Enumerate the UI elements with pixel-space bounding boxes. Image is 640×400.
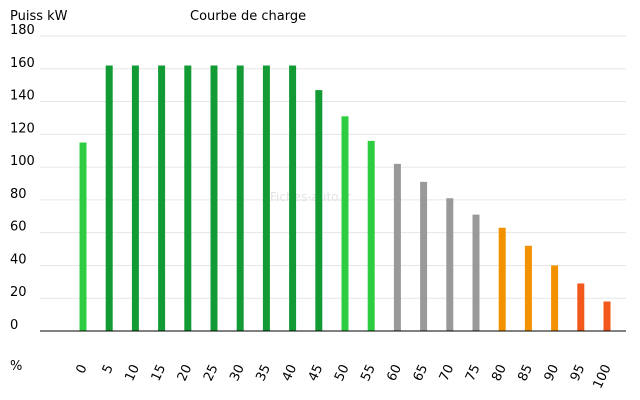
bar-35 [262,65,270,331]
x-tick-label: 0 [74,362,91,376]
x-tick-label: 100 [591,362,615,391]
bar-55 [367,140,375,331]
grid-lines [40,35,626,299]
y-tick-label: 160 [10,56,35,71]
y-tick-label: 40 [10,252,27,267]
x-tick-label: 75 [463,362,484,383]
x-tick-label: 45 [306,362,327,383]
y-tick-label: 0 [10,318,18,333]
bar-90 [551,265,559,331]
x-tick-label: 35 [253,362,274,383]
bar-5 [105,65,113,331]
bar-0 [79,142,87,331]
bar-15 [158,65,166,331]
x-axis-label: % [10,359,22,374]
y-tick-label: 180 [10,23,35,38]
x-tick-label: 40 [280,362,301,383]
x-tick-label: 95 [568,362,589,383]
bar-10 [131,65,139,331]
bar-70 [446,198,454,331]
watermark: Fiches-auto.fr [270,190,351,204]
y-tick-label: 20 [10,285,27,300]
bar-100 [603,301,611,331]
y-tick-labels: 0 20 40 60 80 100 120 140 160 180 [10,23,35,333]
x-tick-label: 25 [201,362,222,383]
x-tick-label: 70 [437,362,458,383]
x-tick-label: 5 [100,362,117,376]
bar-85 [524,245,532,331]
bar-30 [236,65,244,331]
x-tick-label: 20 [175,362,196,383]
bar-95 [577,283,585,331]
x-tick-label: 65 [411,362,432,383]
bar-40 [289,65,297,331]
x-tick-label: 15 [149,362,170,383]
x-tick-label: 50 [332,362,353,383]
y-tick-label: 120 [10,121,35,136]
y-tick-label: 100 [10,154,35,169]
bar-65 [420,181,428,331]
x-tick-label: 55 [358,362,379,383]
x-tick-label: 80 [489,362,510,383]
x-tick-labels: 0 5 10 15 20 25 30 35 40 45 50 55 60 65 70 75 80 85 90 95 10… [74,362,615,391]
bar-45 [315,90,323,331]
chart-title: Courbe de charge [190,9,306,24]
bar-20 [184,65,192,331]
y-axis-label: Puiss kW [10,9,68,24]
y-tick-label: 140 [10,89,35,104]
y-tick-label: 80 [10,187,27,202]
x-tick-label: 85 [515,362,536,383]
bar-80 [498,227,506,331]
x-tick-label: 10 [122,362,143,383]
x-tick-label: 30 [227,362,248,383]
bars [79,65,611,331]
bar-75 [472,214,480,331]
bar-50 [341,116,349,331]
bar-25 [210,65,218,331]
y-tick-label: 60 [10,220,27,235]
x-tick-label: 60 [384,362,405,383]
x-tick-label: 90 [542,362,563,383]
bar-60 [393,163,401,331]
